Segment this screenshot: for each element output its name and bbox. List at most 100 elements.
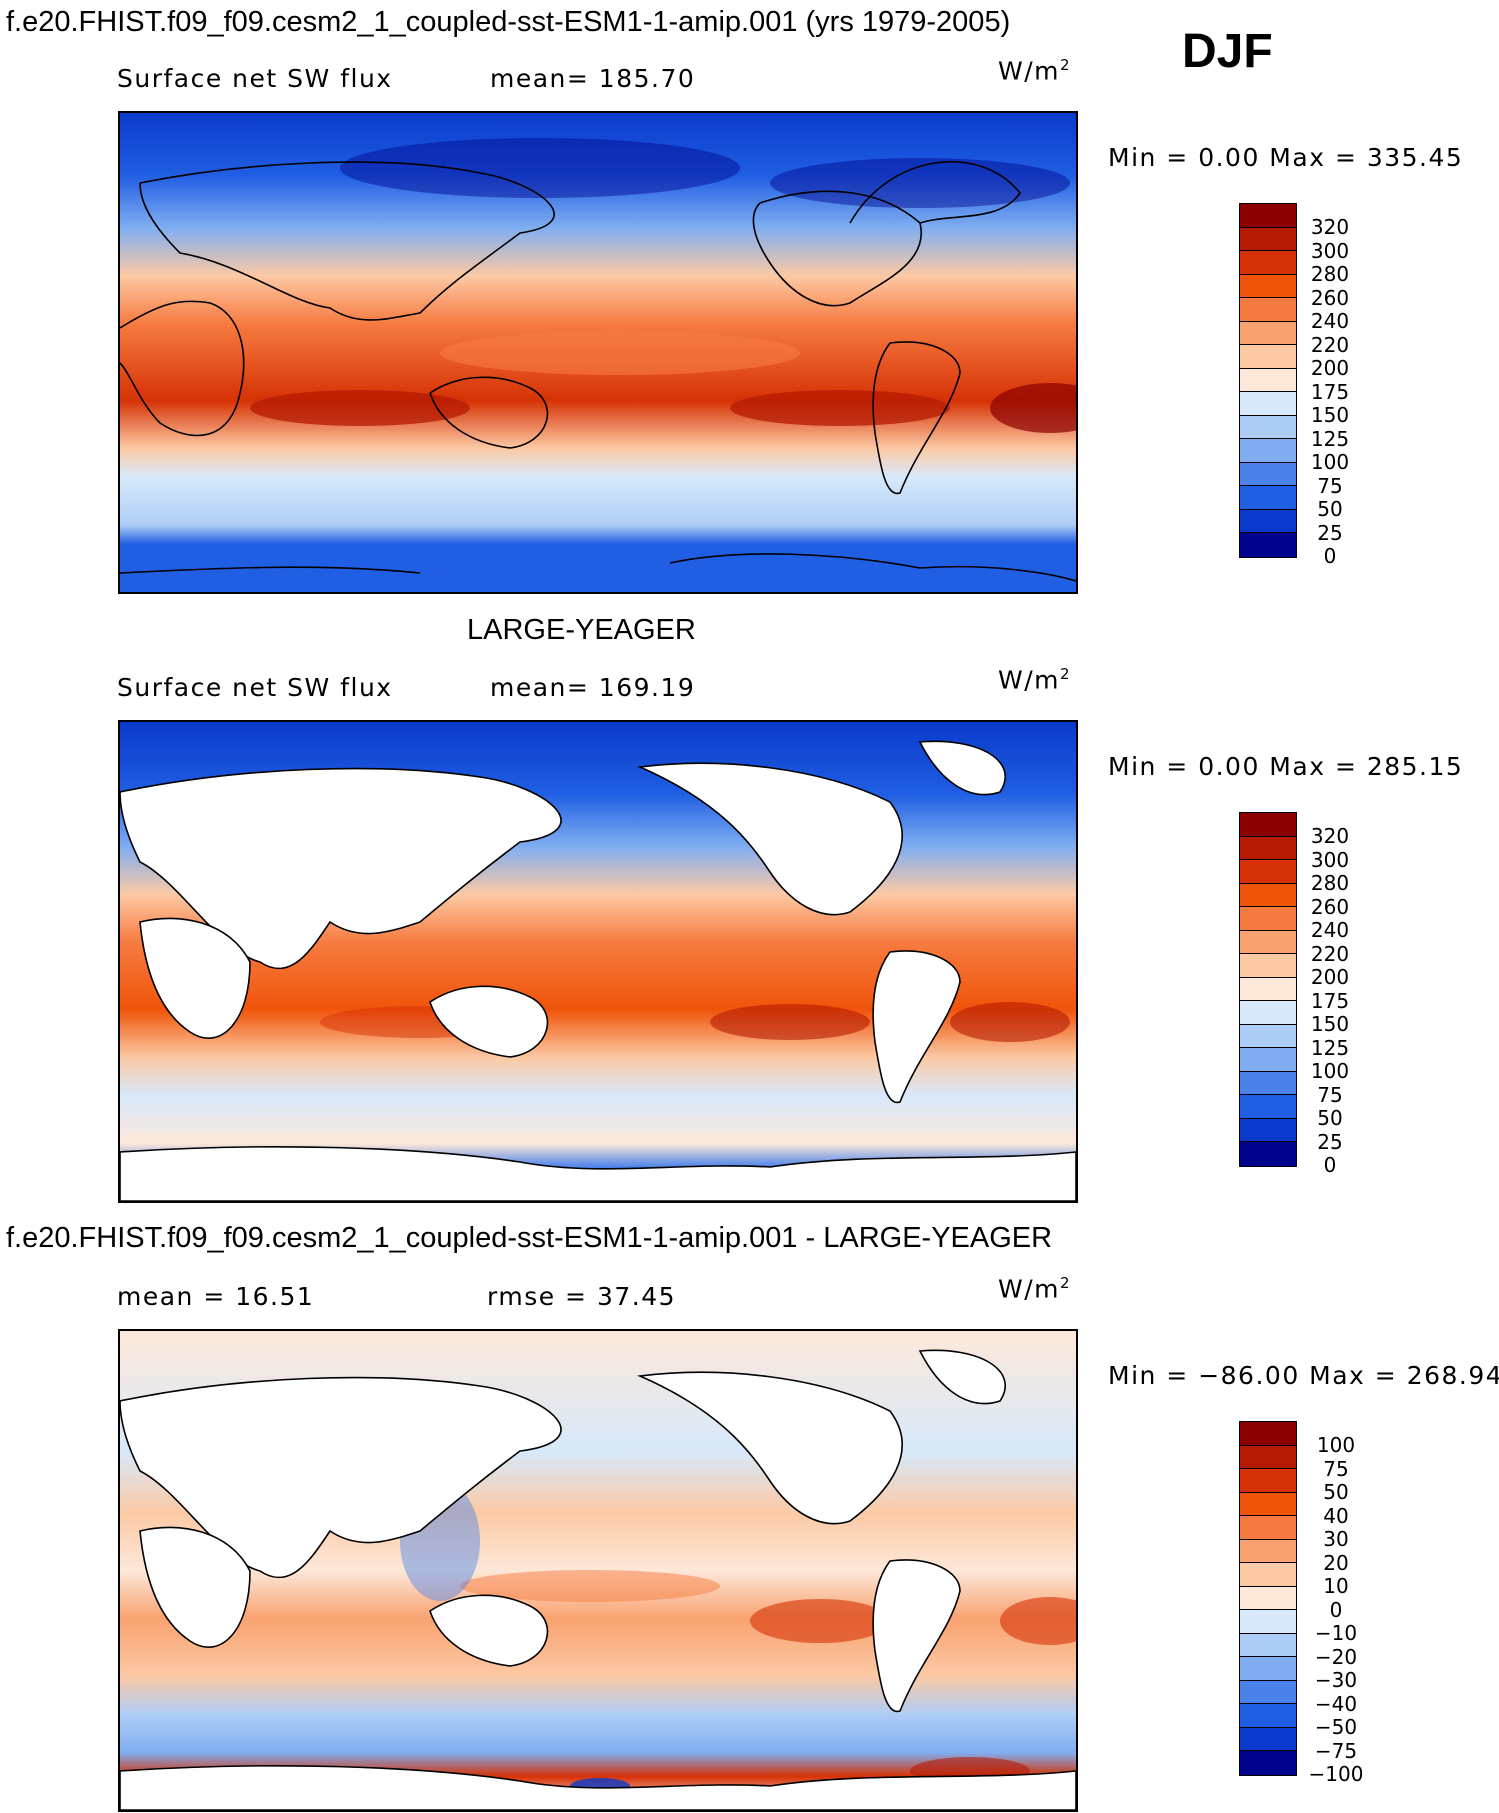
colorbar-label: −75	[1314, 1738, 1358, 1763]
map-obs	[118, 720, 1078, 1203]
colorbar-labels: 320 300 280 260 240 220 200 175 150 125 …	[1290, 215, 1370, 569]
colorbar-label: 175	[1310, 988, 1350, 1013]
colorbar-label: 125	[1310, 1035, 1350, 1060]
colorbar-swatch	[1240, 836, 1296, 860]
colorbar-swatch	[1240, 439, 1296, 463]
colorbar-swatch	[1240, 1048, 1296, 1072]
contour-map	[120, 1331, 1076, 1810]
colorbar-swatch	[1240, 1024, 1296, 1048]
colorbar-label: 260	[1310, 894, 1350, 919]
colorbar-label: 320	[1310, 824, 1350, 848]
colorbar-swatch	[1240, 462, 1296, 486]
colorbar-swatch	[1240, 1118, 1296, 1142]
colorbar-swatch	[1240, 860, 1296, 884]
colorbar-swatch	[1240, 1001, 1296, 1025]
colorbar-label: −10	[1314, 1621, 1358, 1645]
colorbar-swatch	[1240, 533, 1296, 557]
colorbar-label: 30	[1323, 1527, 1349, 1551]
colorbar-label: 0	[1329, 1597, 1343, 1622]
colorbar-label: 280	[1310, 262, 1350, 286]
colorbar-label: −20	[1314, 1644, 1358, 1669]
colorbar-label: 100	[1310, 450, 1350, 474]
colorbar-swatch	[1240, 813, 1296, 837]
colorbar-swatch	[1240, 1539, 1296, 1563]
colorbar-swatch	[1240, 1469, 1296, 1493]
land-mask	[120, 740, 1076, 1201]
panel-minmax: Min = 0.00 Max = 335.45	[1108, 143, 1464, 172]
colorbar	[1239, 203, 1297, 558]
colorbar-swatch	[1240, 883, 1296, 907]
colorbar-label: 0	[1323, 544, 1337, 568]
colorbar-swatch	[1240, 227, 1296, 251]
colorbar-label: 75	[1317, 473, 1343, 498]
colorbar-label: 20	[1323, 1550, 1349, 1575]
colorbar-swatch	[1240, 907, 1296, 931]
colorbar-label: 75	[1317, 1082, 1343, 1107]
panel-units: W/m2	[998, 665, 1072, 695]
colorbar-swatch	[1240, 251, 1296, 275]
colorbar-label: 100	[1316, 1433, 1356, 1457]
colorbar-label: 175	[1310, 379, 1350, 404]
colorbar-label: −40	[1314, 1691, 1358, 1716]
coastlines	[120, 161, 1076, 582]
panel-mean-label: mean= 185.70	[490, 64, 696, 93]
colorbar-swatch	[1240, 415, 1296, 439]
colorbar-label: 280	[1310, 871, 1350, 895]
panel-variable-label: Surface net SW flux	[117, 64, 393, 93]
map-model	[118, 111, 1078, 594]
colorbar-label: 25	[1317, 520, 1343, 545]
panel-units: W/m2	[998, 56, 1072, 86]
colorbar-label: 75	[1323, 1456, 1349, 1481]
colorbar-label: 125	[1310, 426, 1350, 451]
colorbar-label: 320	[1310, 215, 1350, 239]
colorbar-swatch	[1240, 977, 1296, 1001]
colorbar-swatch	[1240, 321, 1296, 345]
colorbar-swatch	[1240, 368, 1296, 392]
colorbar-label: −30	[1314, 1668, 1358, 1692]
colorbar-label: 150	[1310, 403, 1350, 427]
colorbar-swatch	[1240, 298, 1296, 322]
colorbar-swatch	[1240, 1422, 1296, 1446]
colorbar-swatch	[1240, 1633, 1296, 1657]
colorbar-swatch	[1240, 1563, 1296, 1587]
colorbar-label: 10	[1323, 1574, 1349, 1598]
colorbar-label: 50	[1317, 1106, 1343, 1130]
colorbar-label: 200	[1310, 356, 1350, 380]
panel-mean-label: mean= 169.19	[490, 673, 696, 702]
colorbar-swatch	[1240, 1727, 1296, 1751]
colorbar-label: 260	[1310, 285, 1350, 310]
colorbar-label: 25	[1317, 1129, 1343, 1154]
panel-title: LARGE-YEAGER	[467, 614, 696, 646]
contour-map	[120, 722, 1076, 1201]
colorbar-swatch	[1240, 1586, 1296, 1610]
colorbar-label: 0	[1323, 1153, 1337, 1177]
colorbar-swatch	[1240, 1680, 1296, 1704]
colorbar-label: −100	[1308, 1762, 1364, 1786]
panel-minmax: Min = −86.00 Max = 268.94	[1108, 1361, 1499, 1390]
colorbar-swatch	[1240, 930, 1296, 954]
colorbar	[1239, 1421, 1297, 1776]
colorbar-label: 300	[1310, 238, 1350, 263]
colorbar-swatch	[1240, 509, 1296, 533]
colorbar-label: 220	[1310, 941, 1350, 966]
panel-units: W/m2	[998, 1274, 1072, 1304]
colorbar-swatch	[1240, 1516, 1296, 1540]
figure-title: f.e20.FHIST.f09_f09.cesm2_1_coupled-sst-…	[6, 6, 1011, 38]
colorbar-label: 220	[1310, 332, 1350, 357]
colorbar-swatch	[1240, 1657, 1296, 1681]
colorbar-swatch	[1240, 486, 1296, 510]
colorbar-label: 100	[1310, 1059, 1350, 1083]
colorbar-labels: 320 300 280 260 240 220 200 175 150 125 …	[1290, 824, 1370, 1178]
colorbar-label: 200	[1310, 965, 1350, 989]
panel-minmax: Min = 0.00 Max = 285.15	[1108, 752, 1464, 781]
colorbar-swatch	[1240, 1704, 1296, 1728]
colorbar-label: 240	[1310, 309, 1350, 333]
colorbar-swatch	[1240, 1610, 1296, 1634]
colorbar-swatch	[1240, 1751, 1296, 1775]
colorbar-swatch	[1240, 274, 1296, 298]
panel-rmse-label: rmse = 37.45	[487, 1282, 677, 1311]
colorbar-swatch	[1240, 1492, 1296, 1516]
colorbar-swatch	[1240, 1142, 1296, 1166]
contour-map	[120, 113, 1076, 592]
colorbar-label: 40	[1323, 1503, 1349, 1528]
